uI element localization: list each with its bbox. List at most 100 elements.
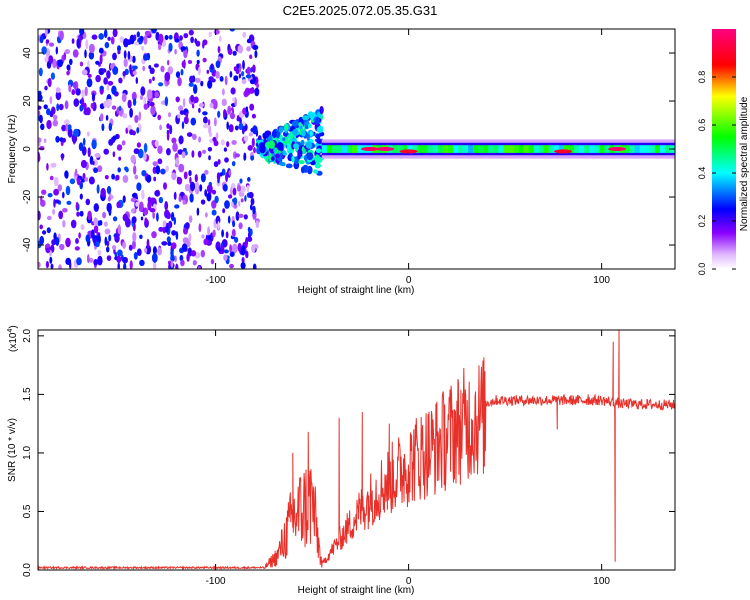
heatmap-cell <box>107 80 114 86</box>
heatmap-cell <box>251 113 256 119</box>
band-segment <box>347 145 353 153</box>
heatmap-cell <box>174 255 177 263</box>
heatmap-cell <box>177 114 181 119</box>
band-segment <box>488 145 494 153</box>
colorbar-tick-label: 0.2 <box>697 215 707 228</box>
heatmap-cell <box>154 91 159 98</box>
heatmap-cell <box>252 64 256 73</box>
band-segment <box>478 145 484 153</box>
heatmap-cell <box>130 197 137 203</box>
band-segment <box>548 145 555 153</box>
heatmap-cell <box>188 170 192 177</box>
heatmap-cell <box>106 240 110 247</box>
heatmap-cell <box>170 260 174 268</box>
heatmap-cell <box>242 31 247 38</box>
heatmap-cell <box>249 54 253 60</box>
heatmap-cell <box>112 216 118 222</box>
snr-ylabel: SNR (10 * v/v) <box>7 418 18 482</box>
heatmap-cell <box>188 29 194 36</box>
band-segment <box>412 145 419 153</box>
heatmap-cell <box>46 119 52 130</box>
heatmap-cell <box>108 138 114 146</box>
heatmap-cell <box>152 166 157 174</box>
band-segment <box>473 145 479 153</box>
heatmap-cell <box>198 103 204 108</box>
heatmap-cell <box>84 177 89 182</box>
heatmap-cell <box>38 110 41 117</box>
heatmap-cell <box>122 213 128 222</box>
band-segment <box>654 145 661 153</box>
heatmap-cell <box>222 184 228 192</box>
heatmap-cell <box>112 151 116 158</box>
heatmap-cell <box>76 211 80 217</box>
heatmap-cell <box>291 155 295 163</box>
snr-series-line <box>38 330 675 570</box>
heatmap-cell <box>57 184 62 192</box>
heatmap-cell <box>136 182 142 191</box>
heatmap-cell <box>249 103 255 111</box>
heatmap-cell <box>166 123 170 129</box>
heatmap-cell <box>252 125 258 135</box>
heatmap-cell <box>197 265 201 269</box>
heatmap-cell <box>273 147 277 153</box>
heatmap-cell <box>255 220 260 228</box>
heatmap-cell <box>143 142 148 153</box>
band-segment <box>483 145 489 153</box>
heatmap-cell <box>172 142 178 152</box>
heatmap-cell <box>175 231 179 240</box>
heatmap-cell <box>139 234 143 239</box>
figure-title: C2E5.2025.072.05.35.G31 <box>283 3 438 18</box>
heatmap-cell <box>210 99 217 104</box>
band-peak <box>608 147 627 151</box>
band-peak <box>554 149 573 154</box>
heatmap-cell <box>207 80 213 89</box>
heatmap-cell <box>58 103 64 111</box>
heatmap-cell <box>181 243 188 252</box>
heatmap-cell <box>194 252 201 259</box>
heatmap-cell <box>189 75 194 84</box>
heatmap-cell <box>141 45 144 51</box>
heatmap-cell <box>75 238 79 244</box>
heatmap-cell <box>227 105 232 115</box>
heatmap-cell <box>244 239 248 248</box>
heatmap-cell <box>219 76 224 82</box>
heatmap-cell <box>139 259 145 267</box>
heatmap-cell <box>123 262 127 269</box>
x-tick-label: 0 <box>406 275 412 286</box>
heatmap-cell <box>90 102 94 109</box>
heatmap-cell <box>223 109 227 118</box>
heatmap-cell <box>41 189 47 195</box>
heatmap-cell <box>108 122 113 132</box>
heatmap-cell <box>190 250 197 257</box>
heatmap-cell <box>211 78 216 83</box>
heatmap-cell <box>129 108 134 118</box>
heatmap-cell <box>203 116 208 124</box>
band-segment <box>427 145 434 153</box>
y-tick-label: 1.0 <box>22 446 33 460</box>
heatmap-cell <box>222 208 226 214</box>
heatmap-cell <box>186 253 190 262</box>
heatmap-cell <box>230 186 233 197</box>
heatmap-cell <box>243 214 248 220</box>
heatmap-cell <box>62 191 65 199</box>
heatmap-cell <box>246 66 251 76</box>
heatmap-cell <box>171 137 177 144</box>
heatmap-cell <box>315 133 321 139</box>
heatmap-cell <box>198 136 202 143</box>
heatmap-cell <box>112 29 118 38</box>
heatmap-cell <box>246 46 251 52</box>
heatmap-cell <box>240 185 246 194</box>
y-tick-label: 0.5 <box>22 504 33 518</box>
band-segment <box>402 145 408 153</box>
heatmap-cell <box>186 132 193 138</box>
heatmap-cell <box>75 201 79 210</box>
heatmap-cell <box>215 71 220 79</box>
heatmap-cell <box>203 123 209 129</box>
heatmap-cell <box>58 210 64 220</box>
heatmap-cell <box>220 139 225 146</box>
heatmap-cell <box>73 128 79 137</box>
heatmap-cell <box>81 69 88 76</box>
heatmap-cell <box>178 135 184 145</box>
heatmap-cell <box>241 71 245 77</box>
heatmap-cell <box>202 57 207 63</box>
